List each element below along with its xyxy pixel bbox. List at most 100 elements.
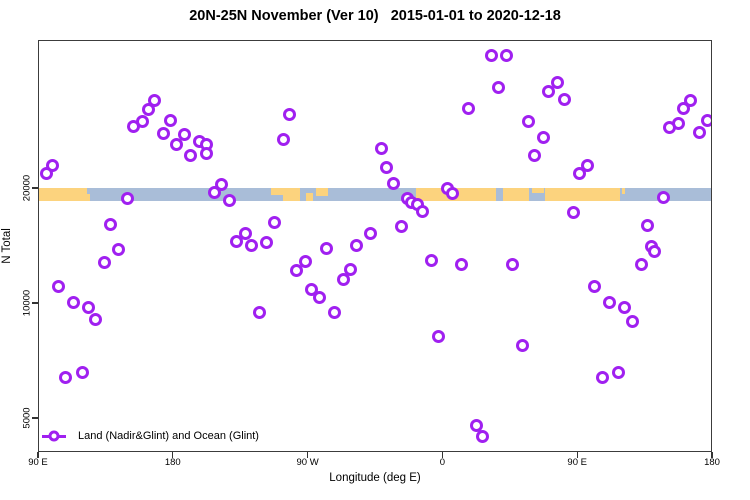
- data-point: [276, 133, 290, 147]
- data-point: [111, 242, 125, 256]
- data-point: [299, 255, 313, 269]
- legend-line-symbol: [42, 430, 66, 442]
- map-band-land-patch: [503, 187, 529, 201]
- map-band-ocean: [39, 187, 711, 201]
- map-band-land-patch: [283, 187, 300, 201]
- data-point: [528, 149, 542, 163]
- x-tick-mark: [441, 452, 444, 458]
- data-point: [522, 114, 536, 128]
- data-point: [375, 142, 389, 156]
- map-band-land-patch: [531, 187, 544, 193]
- data-point: [120, 191, 134, 205]
- data-point: [387, 176, 401, 190]
- data-point: [222, 193, 236, 207]
- map-band-land-patch: [271, 187, 284, 196]
- data-point: [81, 300, 95, 314]
- data-point: [207, 185, 221, 199]
- data-point: [66, 295, 80, 309]
- data-point: [267, 216, 281, 230]
- map-band-land-patch: [621, 187, 625, 195]
- data-point: [693, 126, 707, 140]
- data-point: [200, 146, 214, 160]
- data-point: [432, 330, 446, 344]
- x-tick-label: 0: [439, 457, 446, 468]
- data-point: [415, 204, 429, 218]
- data-point: [541, 85, 555, 99]
- data-point: [424, 253, 438, 267]
- data-point: [492, 81, 506, 95]
- data-point: [499, 48, 513, 62]
- data-point: [245, 239, 259, 253]
- data-point: [344, 263, 358, 277]
- data-point: [126, 120, 140, 134]
- y-tick-mark: [32, 187, 38, 189]
- y-tick-label: 10000: [21, 289, 33, 317]
- data-point: [156, 126, 170, 140]
- data-point: [363, 226, 377, 240]
- data-point: [51, 280, 65, 294]
- data-point: [39, 166, 53, 180]
- data-point: [164, 114, 178, 128]
- x-tick-mark: [711, 452, 713, 458]
- data-point: [327, 305, 341, 319]
- data-point: [336, 272, 350, 286]
- data-point: [612, 366, 626, 380]
- data-point: [484, 48, 498, 62]
- data-point: [618, 300, 632, 314]
- data-point: [469, 419, 483, 433]
- data-point: [462, 102, 476, 116]
- data-point: [252, 305, 266, 319]
- data-point: [558, 93, 572, 107]
- data-point: [98, 256, 112, 270]
- data-point: [550, 75, 564, 89]
- data-point: [588, 280, 602, 294]
- data-point: [89, 313, 103, 327]
- data-point: [625, 314, 639, 328]
- map-band-land-patch: [305, 193, 314, 201]
- y-tick-mark: [32, 302, 38, 304]
- data-point: [648, 245, 662, 259]
- x-tick-label: 90 E: [567, 457, 587, 468]
- data-point: [104, 218, 118, 232]
- x-tick-label: 180: [164, 457, 181, 468]
- y-tick-mark: [32, 417, 38, 419]
- plot-area: [38, 40, 712, 452]
- data-point: [350, 239, 364, 253]
- data-point: [537, 131, 551, 145]
- data-point: [640, 219, 654, 233]
- data-point: [603, 295, 617, 309]
- legend-label: Land (Nadir&Glint) and Ocean (Glint): [78, 430, 259, 442]
- data-point: [75, 366, 89, 380]
- map-band-land-patch: [545, 187, 621, 201]
- data-point: [475, 429, 489, 443]
- data-point: [141, 103, 155, 117]
- data-point: [394, 220, 408, 234]
- x-tick-label: 90 W: [296, 457, 319, 468]
- x-tick-mark: [37, 452, 39, 458]
- x-tick-mark: [306, 452, 309, 458]
- data-point: [230, 234, 244, 248]
- x-tick-mark: [172, 452, 174, 458]
- x-tick-label: 90 E: [28, 457, 48, 468]
- data-point: [239, 226, 253, 240]
- chart-title: 20N-25N November (Ver 10) 2015-01-01 to …: [189, 8, 561, 24]
- data-point: [177, 128, 191, 142]
- y-axis-label: N Total: [1, 228, 13, 264]
- data-point: [290, 264, 304, 278]
- data-point: [663, 121, 677, 135]
- map-band-land-patch: [86, 194, 90, 201]
- legend-circle-icon: [48, 430, 60, 442]
- data-point: [505, 257, 519, 271]
- data-point: [634, 257, 648, 271]
- data-point: [516, 338, 530, 352]
- y-tick-label: 5000: [21, 407, 33, 429]
- data-point: [320, 241, 334, 255]
- data-point: [657, 190, 671, 204]
- data-point: [260, 235, 274, 249]
- y-tick-label: 20000: [21, 174, 33, 202]
- data-point: [379, 160, 393, 174]
- data-point: [445, 187, 459, 201]
- data-point: [700, 113, 711, 127]
- data-point: [676, 102, 690, 116]
